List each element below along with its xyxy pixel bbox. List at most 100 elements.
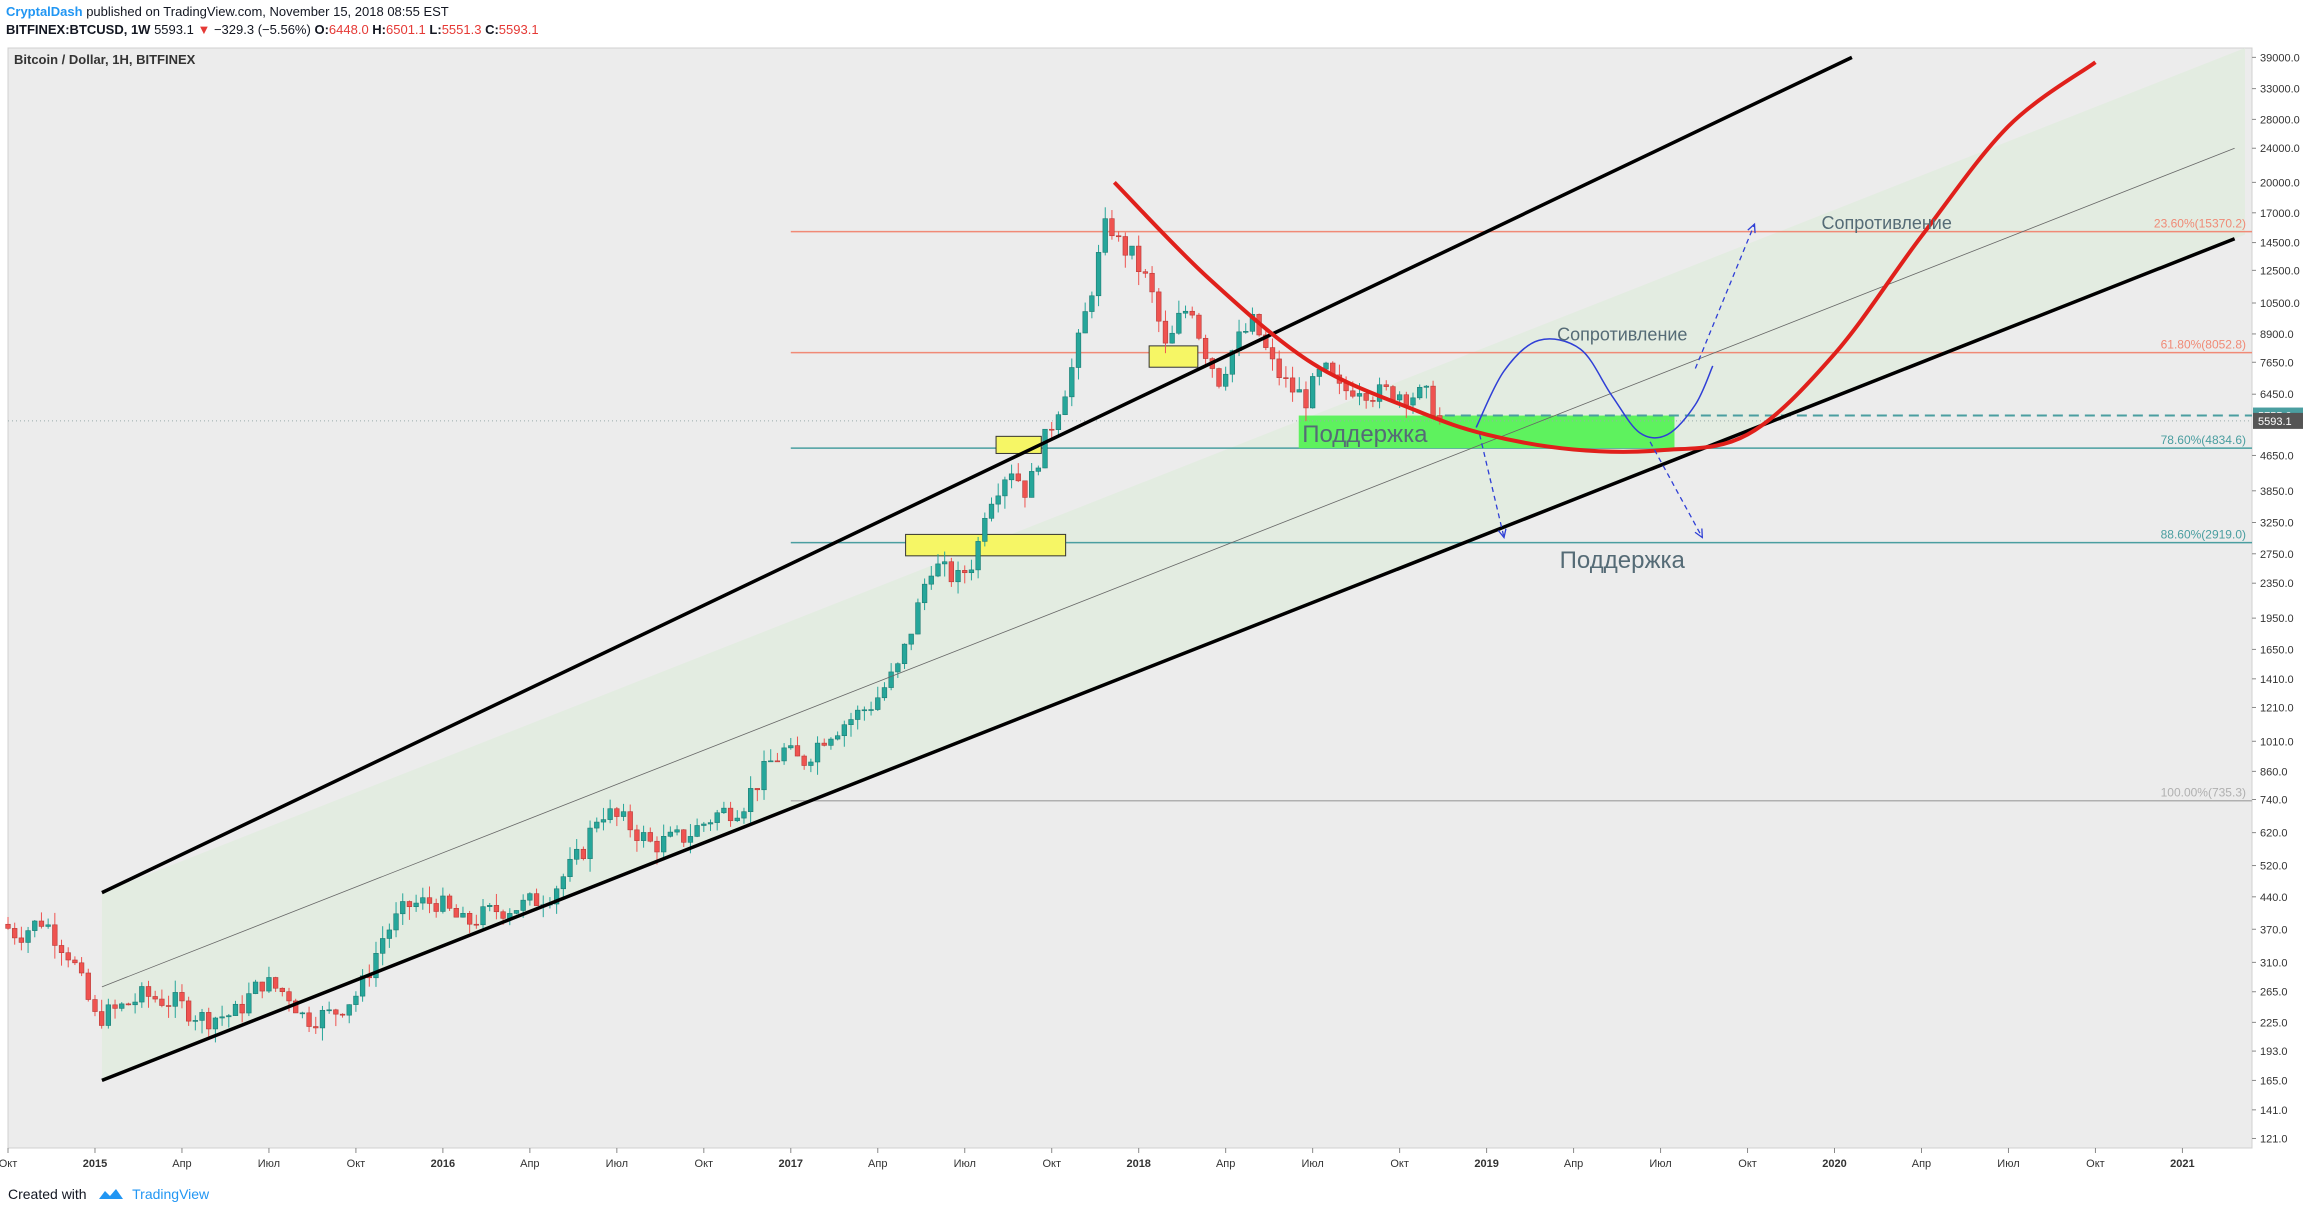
candle-body (119, 1003, 125, 1009)
candle-body (1042, 428, 1048, 469)
candle-body (132, 1001, 138, 1006)
candle-body (875, 697, 881, 710)
y-tick-label: 265.0 (2260, 987, 2288, 999)
candle-body (500, 911, 506, 919)
y-tick-label: 370.0 (2260, 924, 2288, 936)
y-tick-label: 1410.0 (2260, 674, 2294, 686)
candle-body (1075, 332, 1082, 368)
down-arrow-icon: ▼ (197, 22, 211, 37)
candle-body (199, 1012, 205, 1021)
candle-body (614, 808, 620, 817)
candle-body (928, 575, 934, 585)
candle-body (480, 906, 486, 926)
candle-body (400, 901, 406, 915)
candle-body (1430, 385, 1436, 416)
candle-body (45, 924, 51, 927)
candle-body (85, 972, 91, 1000)
channel-fill (101, 48, 2246, 1081)
candle-body (761, 761, 767, 791)
y-tick-label: 10500.0 (2260, 298, 2300, 310)
x-tick-label: Июл (954, 1158, 976, 1170)
x-tick-label: Окт (695, 1158, 714, 1170)
candle-body (78, 962, 85, 974)
x-tick-label: 2017 (779, 1158, 803, 1170)
candle-body (1002, 479, 1008, 497)
low-label: L: (429, 22, 442, 37)
candle-body (420, 897, 426, 904)
candle-body (1049, 428, 1055, 431)
candle-body (600, 819, 607, 823)
candle-body (681, 829, 687, 843)
candle-body (1390, 386, 1396, 401)
candle-body (226, 1015, 232, 1018)
y-tick-label: 520.0 (2260, 861, 2288, 873)
price-chart[interactable]: Окт 2015 Апр Июл Окт 2016 Апр Июл Окт 2017 Апр Июл О… (0, 40, 2308, 1170)
candle-body (299, 1012, 306, 1015)
y-tick-label: 17000.0 (2260, 208, 2300, 220)
candle-body (239, 1003, 245, 1014)
x-tick-label: Окт (1738, 1158, 1757, 1170)
candle-body (212, 1017, 219, 1030)
candle-body (1095, 252, 1102, 297)
candle-body (794, 745, 801, 757)
candle-body (640, 832, 647, 841)
candle-body (440, 895, 446, 912)
candle-body (386, 929, 393, 939)
channel-mid-line (101, 147, 2235, 988)
candle-body (18, 937, 25, 943)
candle-body (1216, 368, 1222, 387)
x-tick-label: Апр (1216, 1158, 1235, 1170)
y-tick-label: 4650.0 (2260, 450, 2294, 462)
candle-body (319, 1009, 326, 1029)
author-link[interactable]: CryptalDash (6, 4, 83, 19)
candle-body (788, 745, 794, 749)
x-tick-label: Апр (1912, 1158, 1931, 1170)
candle-body (982, 517, 988, 542)
x-tick-label: 2021 (2170, 1158, 2194, 1170)
candle-body (1403, 394, 1409, 406)
y-tick-label: 141.0 (2260, 1105, 2288, 1117)
candle-body (473, 923, 479, 926)
channel-upper-line (101, 55, 1853, 895)
candle-body (714, 812, 720, 823)
arrow-head-icon (1694, 528, 1704, 539)
candle-body (99, 1011, 105, 1026)
candle-body (165, 1005, 172, 1007)
y-tick-label: 20000.0 (2260, 177, 2300, 189)
candle-body (125, 1003, 132, 1006)
candle-body (881, 687, 888, 699)
candle-body (821, 742, 827, 746)
candle-body (266, 977, 272, 992)
candle-body (1303, 389, 1309, 409)
publisher-line: CryptalDash published on TradingView.com… (6, 4, 449, 19)
x-tick-label: 2020 (1822, 1158, 1846, 1170)
candle-body (1323, 362, 1329, 370)
tradingview-link[interactable]: TradingView (132, 1186, 210, 1202)
candle-body (895, 663, 901, 673)
candle-body (768, 760, 774, 763)
candle-body (380, 938, 386, 954)
candle-body (306, 1012, 312, 1027)
candle-body (1423, 385, 1430, 388)
annotation-label: Поддержка (1302, 421, 1428, 448)
candle-body (179, 992, 185, 1002)
candle-body (1350, 390, 1356, 397)
candle-body (1008, 473, 1015, 481)
candle-body (1162, 320, 1169, 344)
candle-body (848, 719, 854, 725)
fib-level-label: 61.80%(8052.8) (2161, 338, 2246, 352)
fib-level-label: 23.60%(15370.2) (2154, 217, 2246, 231)
candle-body (721, 807, 727, 814)
candle-body (520, 899, 526, 911)
candle-body (647, 832, 653, 842)
candle-body (701, 823, 707, 826)
candle-body (453, 908, 459, 918)
x-tick-label: Июл (1301, 1158, 1323, 1170)
x-tick-label: Апр (172, 1158, 191, 1170)
candle-body (1055, 414, 1062, 430)
chart-area[interactable]: Окт 2015 Апр Июл Окт 2016 Апр Июл Окт 2017 Апр Июл О… (0, 40, 2308, 1170)
x-tick-label: Апр (868, 1158, 887, 1170)
candle-body (38, 920, 45, 927)
candle-body (828, 738, 834, 746)
candle-body (1156, 291, 1162, 322)
